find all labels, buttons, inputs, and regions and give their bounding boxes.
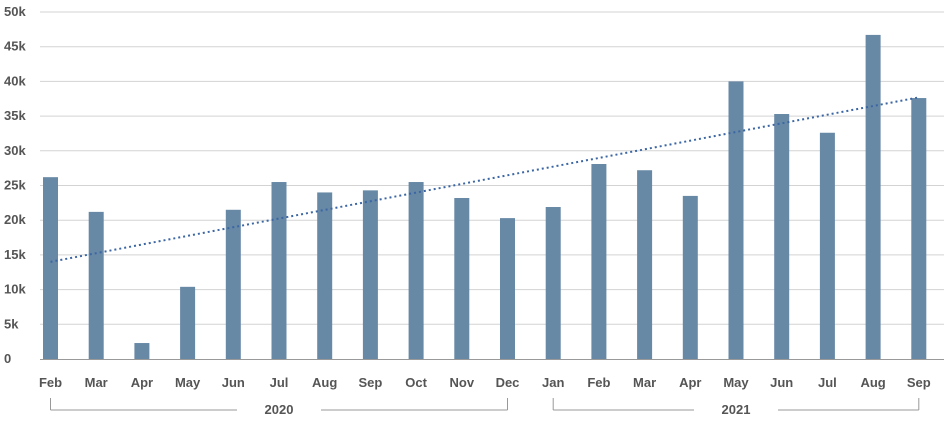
x-tick-label: Apr <box>679 375 701 390</box>
x-tick-label: Apr <box>131 375 153 390</box>
bar <box>271 182 287 359</box>
x-tick-label: Feb <box>39 375 62 390</box>
bar <box>591 163 607 359</box>
year-label: 2020 <box>265 402 294 417</box>
bar <box>317 192 333 359</box>
bar <box>911 98 927 359</box>
gridlines <box>40 11 944 325</box>
y-tick-label: 5k <box>4 316 19 331</box>
x-tick-label: Jun <box>222 375 245 390</box>
bar <box>637 170 653 359</box>
y-tick-label: 0 <box>4 351 11 366</box>
x-tick-label: Dec <box>496 375 520 390</box>
y-tick-label: 20k <box>4 212 26 227</box>
bar <box>408 182 424 359</box>
x-tick-label: May <box>723 375 749 390</box>
x-axis-ticks: Feb Mar Apr May Jun Jul Aug Sep Oct Nov Dec Jan Feb M… <box>39 375 931 390</box>
x-tick-label: May <box>175 375 201 390</box>
bar <box>362 190 378 359</box>
y-tick-label: 45k <box>4 39 26 54</box>
bar <box>819 132 835 359</box>
x-tick-label: Sep <box>358 375 382 390</box>
year-groups: 2020 2021 <box>50 398 920 417</box>
bar <box>225 209 241 359</box>
bar <box>88 211 104 359</box>
bar <box>728 81 744 360</box>
y-tick-label: 35k <box>4 108 26 123</box>
y-tick-label: 10k <box>4 282 26 297</box>
trendline <box>50 96 919 263</box>
year-label: 2021 <box>722 402 751 417</box>
bar <box>500 218 515 359</box>
bar <box>454 197 470 359</box>
bar <box>865 34 881 359</box>
y-tick-label: 25k <box>4 178 26 193</box>
y-tick-label: 40k <box>4 73 26 88</box>
bars <box>43 34 927 360</box>
y-axis-ticks: 0 5k 10k 15k 20k 25k 30k 35k 40k 45k 50k <box>4 4 26 366</box>
bar <box>43 177 58 359</box>
x-tick-label: Aug <box>860 375 885 390</box>
x-tick-label: Oct <box>405 375 427 390</box>
bar <box>134 343 150 359</box>
x-tick-label: Aug <box>312 375 337 390</box>
x-tick-label: Jul <box>270 375 289 390</box>
bar <box>545 207 561 359</box>
x-tick-label: Jan <box>542 375 564 390</box>
x-tick-label: Jul <box>818 375 837 390</box>
bar <box>774 114 790 359</box>
y-tick-label: 15k <box>4 247 26 262</box>
bar <box>180 286 196 359</box>
y-tick-label: 50k <box>4 4 26 19</box>
x-tick-label: Mar <box>633 375 656 390</box>
y-tick-label: 30k <box>4 143 26 158</box>
x-tick-label: Feb <box>587 375 610 390</box>
x-tick-label: Jun <box>770 375 793 390</box>
bar <box>682 195 698 359</box>
x-tick-label: Mar <box>85 375 108 390</box>
x-tick-label: Sep <box>907 375 931 390</box>
x-tick-label: Nov <box>450 375 475 390</box>
